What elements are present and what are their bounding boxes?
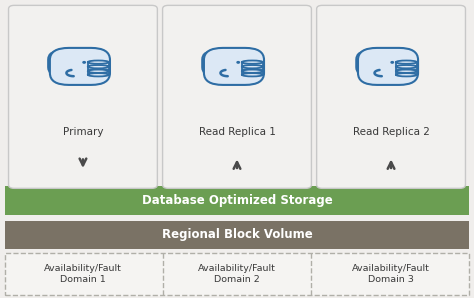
Ellipse shape (396, 73, 417, 76)
FancyBboxPatch shape (356, 51, 393, 76)
Ellipse shape (396, 69, 417, 73)
Text: Regional Block Volume: Regional Block Volume (162, 228, 312, 241)
Ellipse shape (88, 73, 109, 76)
FancyBboxPatch shape (163, 5, 311, 188)
Ellipse shape (242, 73, 263, 76)
Ellipse shape (88, 65, 109, 68)
Ellipse shape (242, 60, 263, 64)
Text: Availability/Fault
Domain 3: Availability/Fault Domain 3 (352, 264, 430, 284)
Ellipse shape (242, 65, 263, 68)
Circle shape (391, 62, 393, 63)
Text: Read Replica 1: Read Replica 1 (199, 127, 275, 137)
FancyBboxPatch shape (48, 51, 85, 76)
Bar (396, 62, 417, 66)
Text: Read Replica 2: Read Replica 2 (353, 127, 429, 137)
Ellipse shape (396, 65, 417, 68)
Ellipse shape (88, 60, 109, 64)
Bar (396, 71, 417, 75)
Bar (396, 67, 417, 70)
Bar (5, 186, 469, 215)
FancyBboxPatch shape (9, 5, 157, 188)
Ellipse shape (242, 69, 263, 73)
FancyBboxPatch shape (202, 51, 239, 76)
Circle shape (237, 62, 239, 63)
Bar (242, 71, 263, 75)
Bar (88, 62, 109, 66)
FancyBboxPatch shape (204, 48, 264, 85)
Ellipse shape (88, 69, 109, 73)
Circle shape (83, 62, 85, 63)
Text: Availability/Fault
Domain 2: Availability/Fault Domain 2 (198, 264, 276, 284)
Text: Primary: Primary (63, 127, 103, 137)
Text: Database Optimized Storage: Database Optimized Storage (142, 194, 332, 207)
FancyBboxPatch shape (5, 253, 469, 295)
Ellipse shape (396, 60, 417, 64)
Bar (88, 67, 109, 70)
Bar (88, 71, 109, 75)
Bar (5, 221, 469, 249)
FancyBboxPatch shape (50, 48, 110, 85)
Bar (242, 67, 263, 70)
Bar (242, 62, 263, 66)
FancyBboxPatch shape (317, 5, 465, 188)
FancyBboxPatch shape (358, 48, 418, 85)
Text: Availability/Fault
Domain 1: Availability/Fault Domain 1 (44, 264, 122, 284)
